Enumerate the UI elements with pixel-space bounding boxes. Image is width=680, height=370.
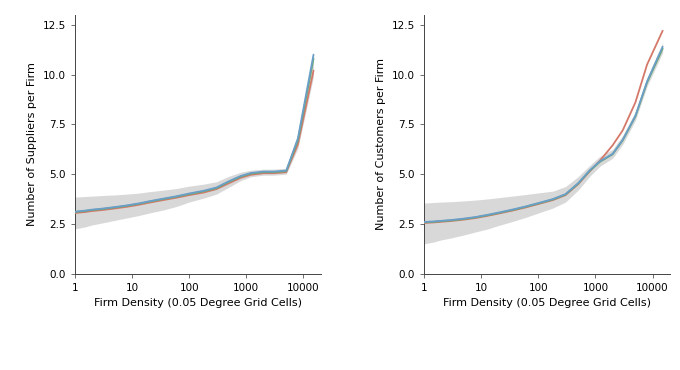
X-axis label: Firm Density (0.05 Degree Grid Cells): Firm Density (0.05 Degree Grid Cells) <box>443 298 651 308</box>
X-axis label: Firm Density (0.05 Degree Grid Cells): Firm Density (0.05 Degree Grid Cells) <box>94 298 302 308</box>
Y-axis label: Number of Customers per Firm: Number of Customers per Firm <box>376 58 386 230</box>
Y-axis label: Number of Suppliers per Firm: Number of Suppliers per Firm <box>27 63 37 226</box>
